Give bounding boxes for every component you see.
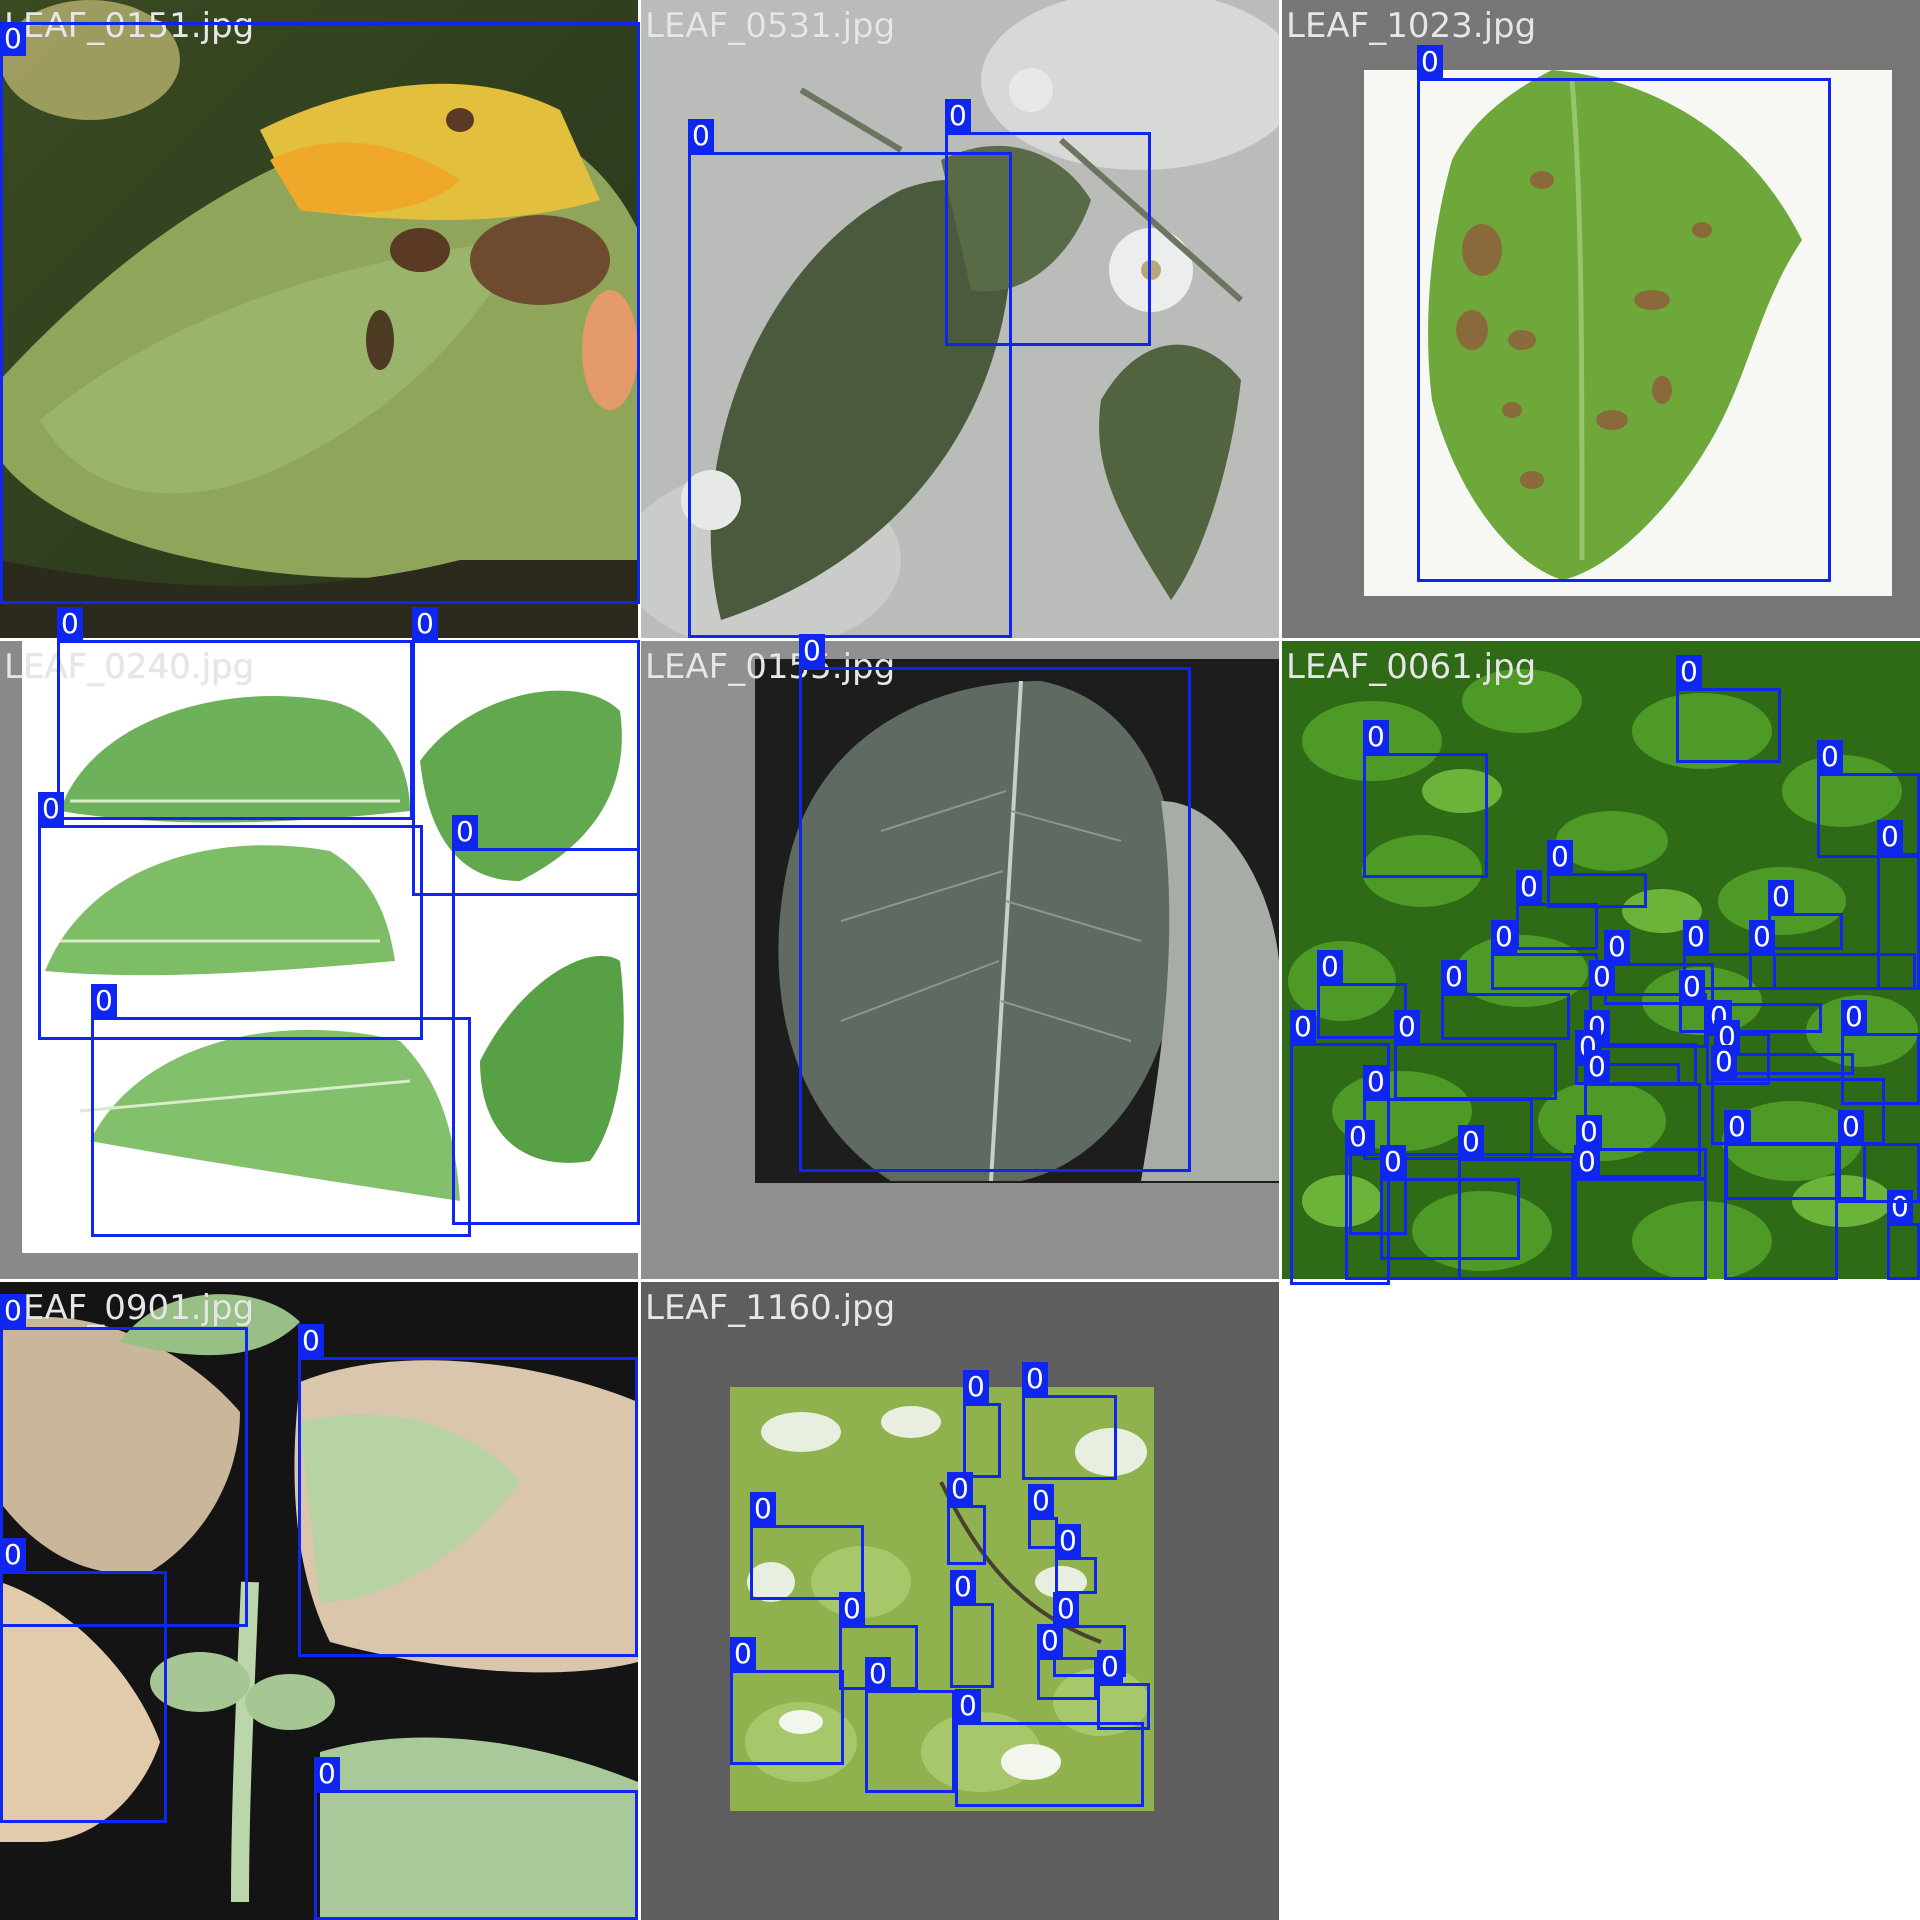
image-tile-leaf-0240: LEAF_0240.jpg <box>0 641 638 1279</box>
leaf-photo <box>641 0 1279 638</box>
leaf-photo <box>641 641 1279 1279</box>
image-filename: LEAF_0061.jpg <box>1286 647 1537 687</box>
image-tile-leaf-0901: LEAF_0901.jpg <box>0 1282 638 1920</box>
leaf-photo <box>1282 0 1920 638</box>
image-filename: LEAF_0531.jpg <box>645 6 896 46</box>
image-filename: LEAF_1160.jpg <box>645 1288 896 1328</box>
image-tile-leaf-0531: LEAF_0531.jpg <box>641 0 1279 638</box>
image-tile-leaf-1023: LEAF_1023.jpg <box>1282 0 1920 638</box>
image-filename: LEAF_0151.jpg <box>4 6 255 46</box>
image-filename: LEAF_0901.jpg <box>4 1288 255 1328</box>
leaf-photo <box>0 1282 638 1920</box>
leaf-photo <box>1282 641 1920 1279</box>
leaf-photo <box>0 641 638 1279</box>
image-tile-leaf-0155: LEAF_0155.jpg <box>641 641 1279 1279</box>
image-filename: LEAF_1023.jpg <box>1286 6 1537 46</box>
image-tile-leaf-0151: LEAF_0151.jpg <box>0 0 638 638</box>
image-tile-leaf-0061: LEAF_0061.jpg <box>1282 641 1920 1279</box>
image-filename: LEAF_0155.jpg <box>645 647 896 687</box>
image-tile-leaf-1160: LEAF_1160.jpg <box>641 1282 1279 1920</box>
image-filename: LEAF_0240.jpg <box>4 647 255 687</box>
leaf-photo <box>0 0 638 638</box>
leaf-photo <box>641 1282 1279 1920</box>
